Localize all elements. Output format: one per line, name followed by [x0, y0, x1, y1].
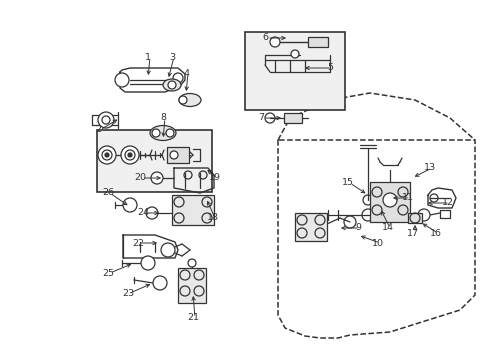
Circle shape: [123, 198, 137, 212]
Bar: [369, 182, 409, 222]
Text: 22: 22: [132, 238, 143, 248]
Circle shape: [115, 73, 129, 87]
Text: 6: 6: [262, 33, 267, 42]
Circle shape: [165, 129, 174, 137]
Text: 11: 11: [401, 193, 413, 202]
Text: 26: 26: [102, 189, 114, 198]
Circle shape: [187, 259, 196, 267]
Circle shape: [105, 153, 109, 157]
Text: 4: 4: [183, 68, 189, 77]
Text: 3: 3: [168, 53, 175, 62]
Ellipse shape: [179, 94, 201, 107]
Text: 1: 1: [145, 53, 151, 62]
Circle shape: [128, 153, 132, 157]
Text: 13: 13: [423, 163, 435, 172]
Text: 5: 5: [326, 63, 332, 72]
Bar: [172, 195, 214, 225]
Text: 9: 9: [354, 224, 360, 233]
Text: 17: 17: [406, 229, 418, 238]
Circle shape: [161, 243, 175, 257]
Circle shape: [179, 96, 186, 104]
Text: 15: 15: [341, 179, 353, 188]
Text: 20: 20: [134, 174, 146, 183]
Circle shape: [141, 256, 155, 270]
Text: 16: 16: [429, 229, 441, 238]
Bar: [294, 213, 326, 241]
Circle shape: [151, 172, 163, 184]
Text: 24: 24: [137, 208, 149, 217]
Text: 12: 12: [441, 198, 453, 207]
Circle shape: [269, 37, 280, 47]
Text: 8: 8: [160, 113, 165, 122]
Text: 21: 21: [186, 314, 199, 323]
Text: 14: 14: [381, 224, 393, 233]
Text: 2: 2: [95, 126, 101, 135]
Ellipse shape: [150, 126, 176, 140]
Circle shape: [170, 151, 178, 159]
Circle shape: [153, 276, 167, 290]
Bar: [97, 130, 212, 192]
Bar: [407, 213, 421, 223]
Circle shape: [98, 112, 114, 128]
Circle shape: [121, 146, 139, 164]
Circle shape: [152, 129, 160, 137]
Bar: [307, 37, 327, 47]
Circle shape: [98, 146, 116, 164]
Circle shape: [417, 209, 429, 221]
Circle shape: [168, 81, 176, 89]
Circle shape: [290, 50, 298, 58]
Text: 10: 10: [371, 238, 383, 248]
Text: 19: 19: [208, 174, 221, 183]
Circle shape: [382, 193, 396, 207]
Text: 18: 18: [206, 213, 219, 222]
Bar: [284, 113, 302, 123]
Text: 23: 23: [122, 288, 134, 297]
Bar: [178, 268, 205, 303]
Text: 7: 7: [258, 113, 264, 122]
Bar: [244, 32, 345, 110]
Circle shape: [146, 207, 158, 219]
Text: 25: 25: [102, 269, 114, 278]
Ellipse shape: [163, 79, 181, 91]
Bar: [167, 147, 189, 163]
